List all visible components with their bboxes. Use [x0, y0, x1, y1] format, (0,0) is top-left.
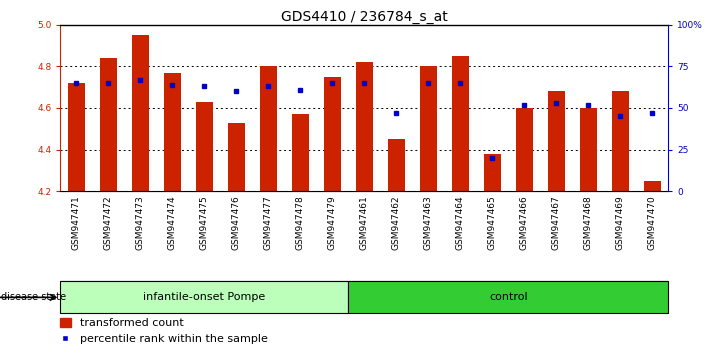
Text: GSM947476: GSM947476: [232, 196, 241, 250]
Bar: [132, 35, 149, 191]
Text: GSM947467: GSM947467: [552, 196, 561, 250]
Legend: transformed count, percentile rank within the sample: transformed count, percentile rank withi…: [55, 314, 272, 348]
Bar: [611, 91, 629, 191]
Bar: [547, 91, 565, 191]
Text: GSM947461: GSM947461: [360, 196, 369, 250]
Bar: [60, 281, 348, 313]
Text: infantile-onset Pompe: infantile-onset Pompe: [144, 292, 265, 302]
Bar: [579, 108, 597, 191]
Text: control: control: [489, 292, 528, 302]
Bar: [483, 154, 501, 191]
Text: GSM947479: GSM947479: [328, 196, 337, 250]
Text: GSM947469: GSM947469: [616, 196, 625, 250]
Bar: [643, 181, 661, 191]
Text: GSM947462: GSM947462: [392, 196, 401, 250]
Text: GSM947471: GSM947471: [72, 196, 81, 250]
Text: GSM947465: GSM947465: [488, 196, 497, 250]
Bar: [356, 62, 373, 191]
Bar: [164, 73, 181, 191]
Bar: [228, 122, 245, 191]
Bar: [260, 66, 277, 191]
Bar: [451, 56, 469, 191]
Text: GSM947477: GSM947477: [264, 196, 273, 250]
Text: GSM947475: GSM947475: [200, 196, 209, 250]
Text: GSM947474: GSM947474: [168, 196, 177, 250]
Bar: [348, 281, 668, 313]
Title: GDS4410 / 236784_s_at: GDS4410 / 236784_s_at: [281, 10, 448, 24]
Bar: [387, 139, 405, 191]
Bar: [292, 114, 309, 191]
Text: GSM947468: GSM947468: [584, 196, 593, 250]
Bar: [419, 66, 437, 191]
Text: GSM947473: GSM947473: [136, 196, 145, 250]
Text: GSM947470: GSM947470: [648, 196, 657, 250]
Bar: [324, 77, 341, 191]
Text: GSM947464: GSM947464: [456, 196, 465, 250]
Text: disease state: disease state: [1, 292, 66, 302]
Text: GSM947472: GSM947472: [104, 196, 113, 250]
Bar: [68, 83, 85, 191]
Text: GSM947463: GSM947463: [424, 196, 433, 250]
Text: GSM947478: GSM947478: [296, 196, 305, 250]
Bar: [196, 102, 213, 191]
Text: GSM947466: GSM947466: [520, 196, 529, 250]
Bar: [100, 58, 117, 191]
Bar: [515, 108, 533, 191]
